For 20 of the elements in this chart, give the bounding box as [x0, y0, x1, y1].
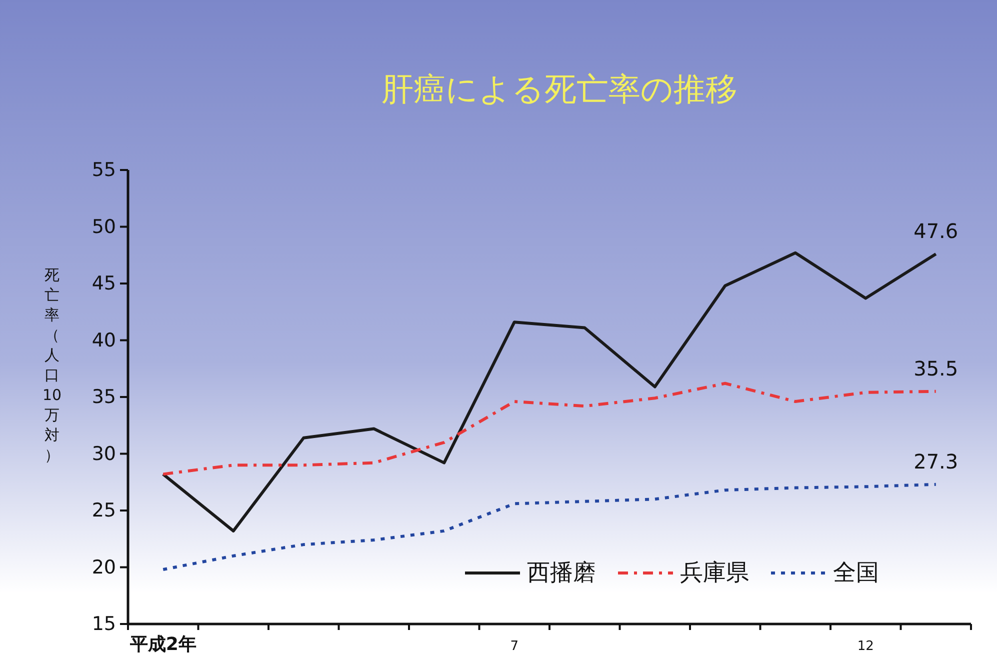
y-tick-label: 55 — [92, 159, 116, 181]
y-tick-label: 15 — [92, 613, 116, 635]
text: 死亡率（人口10万対） — [42, 266, 62, 464]
legend-label: 全国 — [833, 560, 879, 586]
legend-label: 西播磨 — [527, 560, 596, 586]
x-tick-label: 12 — [857, 639, 874, 654]
y-tick-label: 25 — [92, 500, 116, 522]
x-tick-label: 7 — [510, 639, 519, 654]
y-tick-label: 40 — [92, 329, 116, 352]
data-label: 35.5 — [914, 356, 958, 380]
data-label: 27.3 — [914, 449, 958, 474]
y-tick-label: 30 — [92, 442, 116, 465]
chart-title: 肝癌による死亡率の推移 — [382, 70, 738, 108]
legend-label: 兵庫県 — [680, 560, 749, 586]
y-tick-label: 20 — [92, 556, 116, 578]
y-tick-label: 35 — [92, 386, 116, 408]
x-tick-label: 平成2年 — [128, 634, 196, 655]
data-label: 47.6 — [914, 218, 958, 243]
y-tick-label: 50 — [92, 216, 116, 238]
y-tick-label: 45 — [92, 272, 116, 294]
